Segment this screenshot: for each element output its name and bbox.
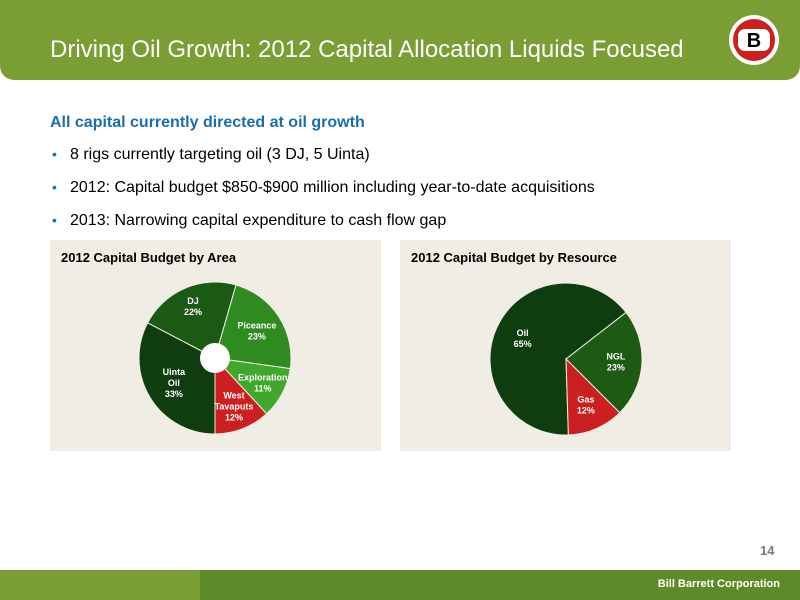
area-chart-panel: 2012 Capital Budget by Area Uinta Oil 33% D… xyxy=(50,240,381,451)
intro-heading: All capital currently directed at oil gr… xyxy=(50,114,365,131)
bullet-dot-icon: • xyxy=(52,212,57,228)
pie-slice-ngl xyxy=(565,311,643,414)
bullet-text: 2012: Capital budget $850-$900 million i… xyxy=(70,179,595,196)
company-logo: B xyxy=(729,15,779,65)
pie-slice-uinta-oil xyxy=(138,322,216,435)
pie-label-exploration: Exploration 11% xyxy=(238,373,288,394)
bullet-text: 8 rigs currently targeting oil (3 DJ, 5 … xyxy=(70,146,370,163)
bullet-item: • 2013: Narrowing capital expenditure to … xyxy=(50,204,770,237)
pie-label-dj: DJ 22% xyxy=(184,296,202,317)
page-number: 14 xyxy=(760,543,775,558)
bullet-dot-icon: • xyxy=(52,179,57,195)
pie-center-hole xyxy=(200,343,230,373)
pie-label-uinta-oil: Uinta Oil 33% xyxy=(163,367,186,399)
pie-label-oil: Oil 65% xyxy=(514,328,532,349)
pie-label-piceance: Piceance 23% xyxy=(237,320,276,341)
pie-label-gas: Gas 12% xyxy=(577,394,595,415)
pie-slice-piceance xyxy=(214,284,292,370)
footer-accent xyxy=(0,570,200,600)
area-chart-title: 2012 Capital Budget by Area xyxy=(61,250,237,265)
slide-header: Driving Oil Growth: 2012 Capital Allocat… xyxy=(0,0,800,80)
resource-chart-title: 2012 Capital Budget by Resource xyxy=(411,250,617,265)
resource-pie-chart: Oil 65% NGL 23% Gas 12% xyxy=(489,282,643,436)
area-pie-chart: Uinta Oil 33% DJ 22% Piceance 23% Exploration 11… xyxy=(138,281,292,435)
slide-title: Driving Oil Growth: 2012 Capital Allocat… xyxy=(50,36,684,63)
bullet-item: • 8 rigs currently targeting oil (3 DJ, 5… xyxy=(50,138,770,171)
bullet-text: 2013: Narrowing capital expenditure to c… xyxy=(70,212,447,229)
bullet-list: • 8 rigs currently targeting oil (3 DJ, 5… xyxy=(50,138,770,237)
pie-label-ngl: NGL 23% xyxy=(606,352,626,373)
pie-slice-gas xyxy=(565,357,621,436)
footer-bar: Bill Barrett Corporation xyxy=(200,570,800,600)
pie-label-west-tavaputs: West Tavaputs 12% xyxy=(215,390,254,422)
pie-slice-west-tavaputs xyxy=(214,356,268,435)
logo-letter: B xyxy=(747,30,761,52)
pie-slice-oil xyxy=(489,282,627,436)
company-name: Bill Barrett Corporation xyxy=(657,578,780,590)
bullet-dot-icon: • xyxy=(52,146,57,162)
bullet-item: • 2012: Capital budget $850-$900 million … xyxy=(50,171,770,204)
pie-slice-dj xyxy=(146,281,237,359)
resource-chart-panel: 2012 Capital Budget by Resource Oil 65% NG… xyxy=(400,240,731,451)
